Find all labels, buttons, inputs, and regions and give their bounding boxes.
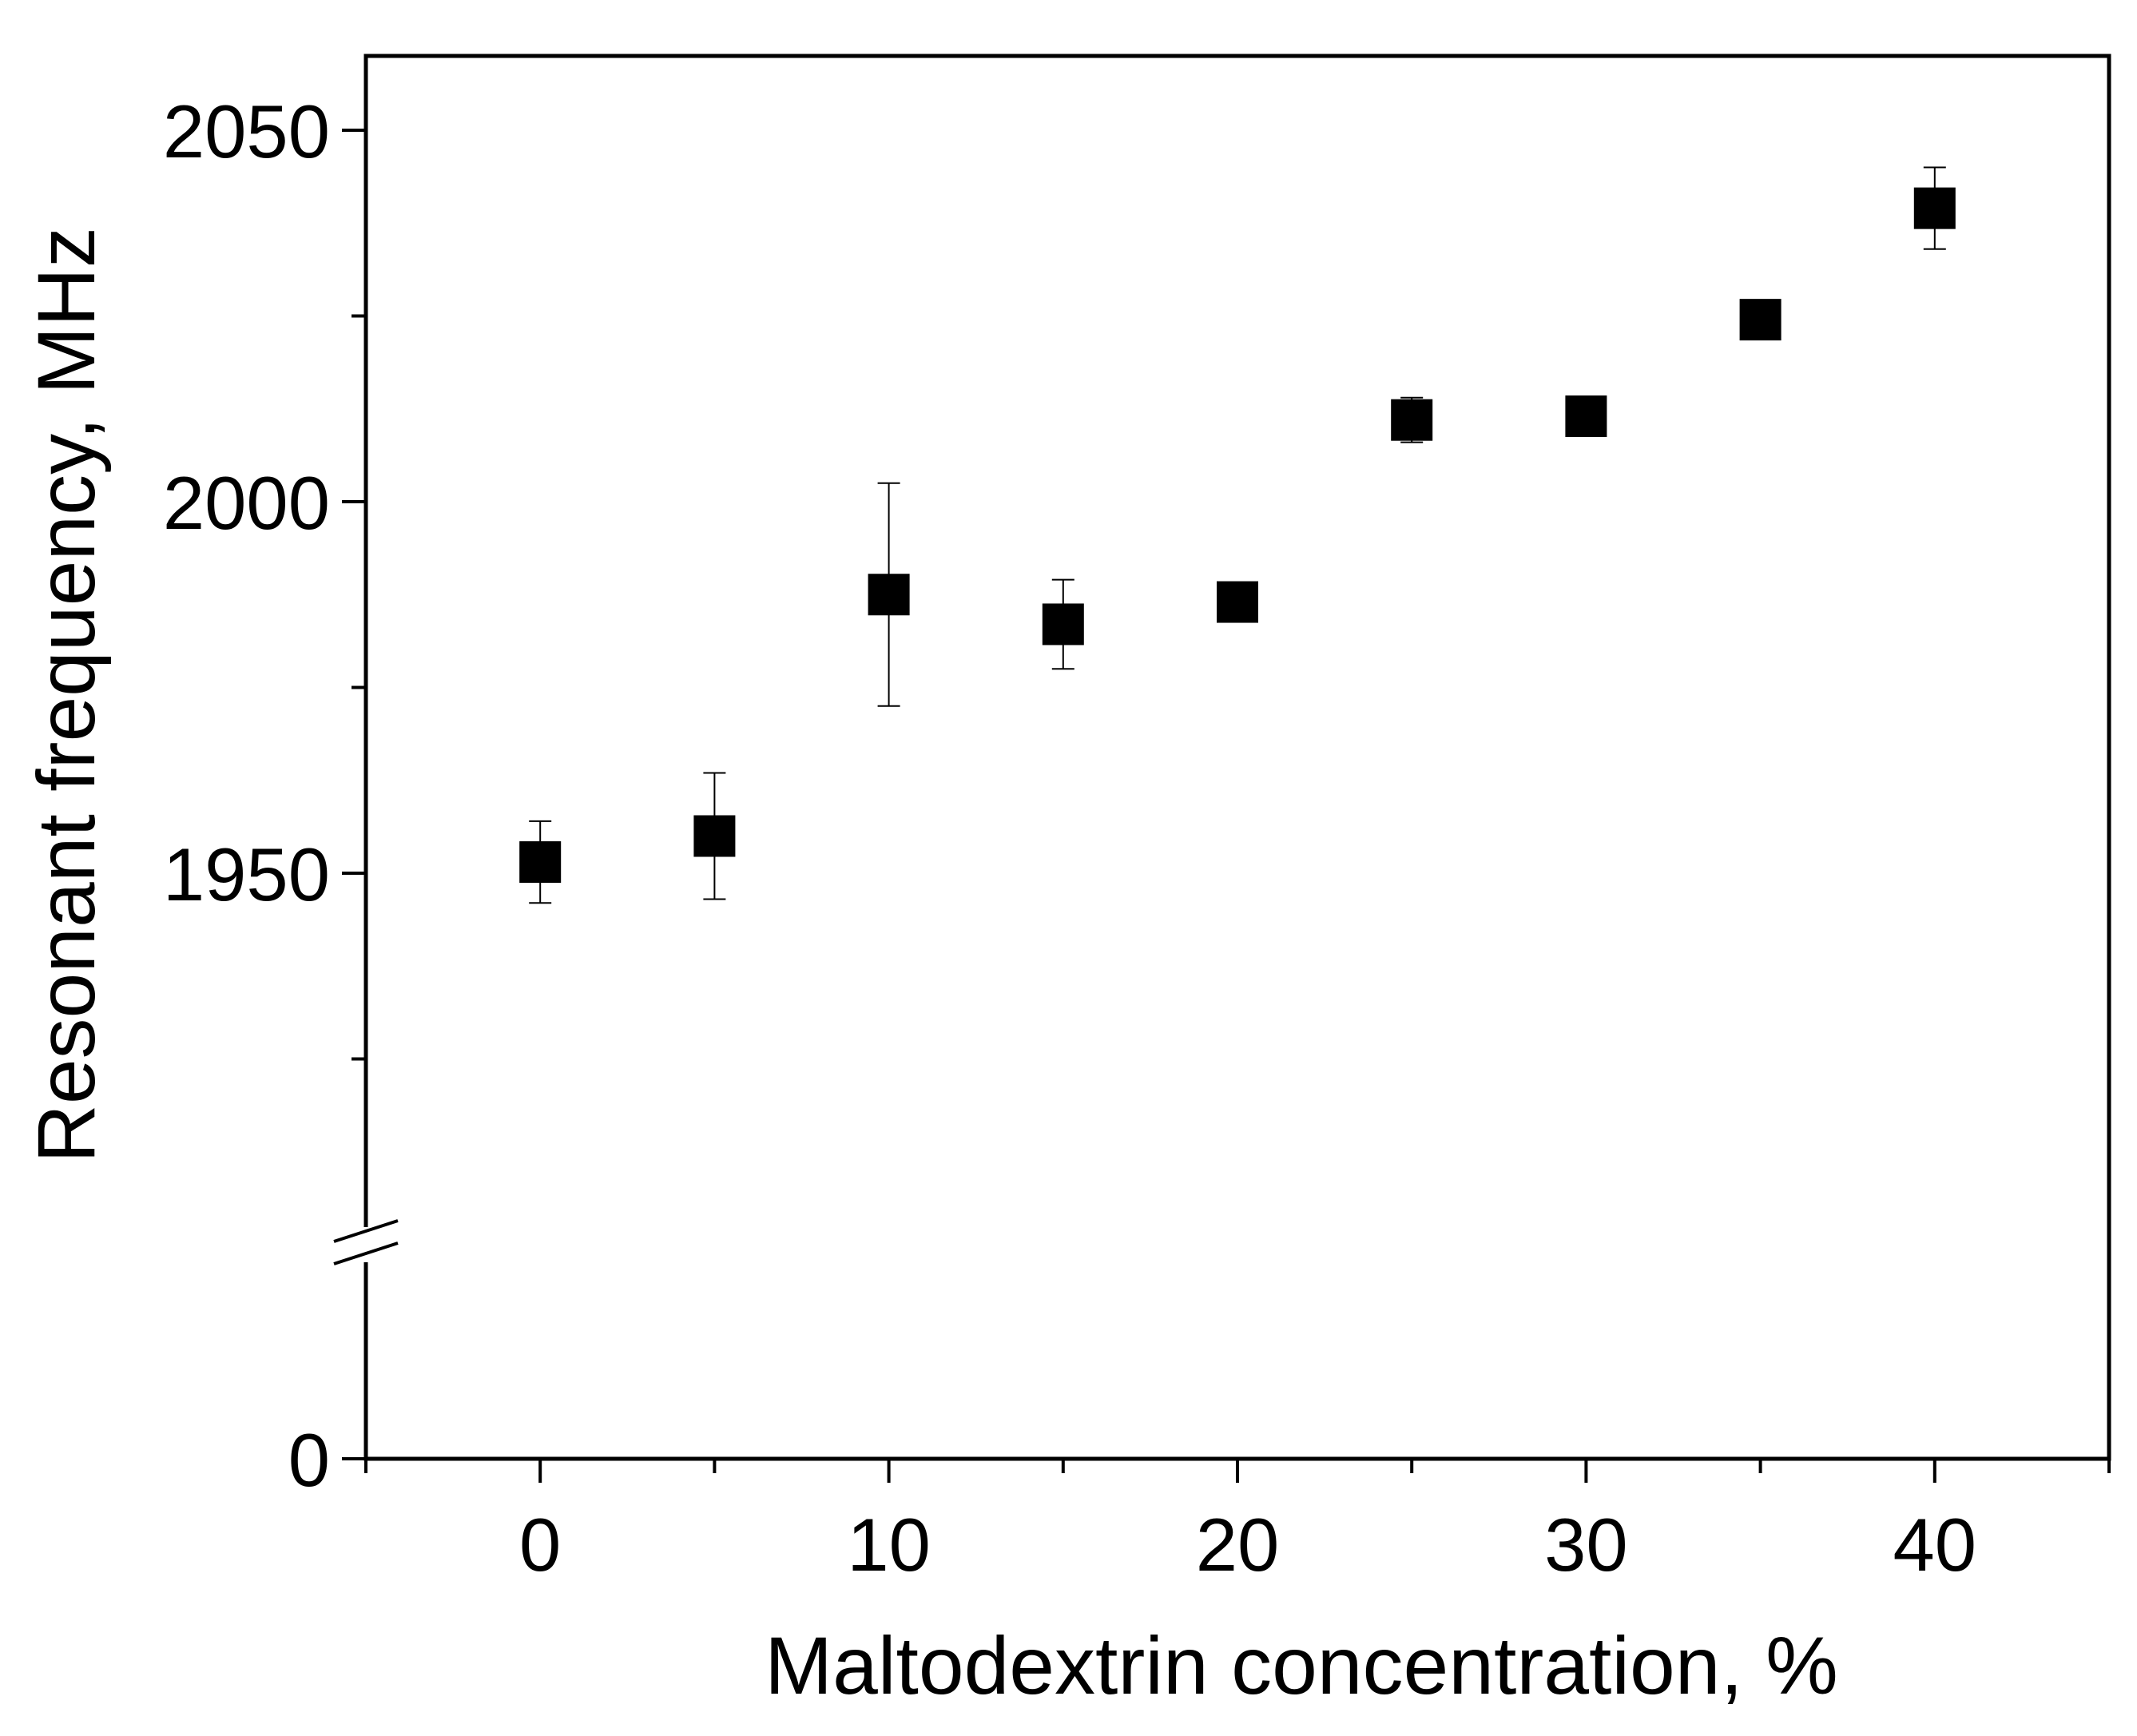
x-tick-label: 10 bbox=[847, 1503, 931, 1587]
data-point bbox=[693, 815, 736, 857]
x-tick-label: 0 bbox=[519, 1503, 561, 1587]
x-tick-label: 40 bbox=[1893, 1503, 1977, 1587]
data-points bbox=[519, 187, 1956, 884]
data-point bbox=[1391, 399, 1433, 441]
data-point bbox=[1217, 581, 1258, 623]
data-point bbox=[1565, 395, 1607, 438]
y-tick-label: 0 bbox=[288, 1418, 330, 1502]
data-point bbox=[519, 841, 562, 884]
error-bars bbox=[529, 166, 1946, 904]
data-point bbox=[868, 574, 910, 616]
x-tick-label: 30 bbox=[1544, 1503, 1628, 1587]
y-tick-label: 1950 bbox=[163, 832, 330, 916]
data-point bbox=[1042, 603, 1084, 646]
axis-break-gap bbox=[334, 1227, 398, 1262]
x-tick-label: 20 bbox=[1196, 1503, 1280, 1587]
tick-marks bbox=[342, 129, 2111, 1483]
y-tick-label: 2000 bbox=[163, 461, 330, 545]
y-axis-title: Resonant frequency, MHz bbox=[21, 227, 112, 1163]
data-point bbox=[1913, 187, 1956, 229]
axis-break-slash bbox=[333, 1241, 399, 1265]
data-point bbox=[1739, 299, 1781, 341]
plot-frame bbox=[363, 54, 2111, 1461]
y-tick-label: 2050 bbox=[163, 89, 330, 173]
x-axis-title: Maltodextrin concentration, % bbox=[765, 1620, 1838, 1711]
axis-break-slash bbox=[333, 1219, 399, 1243]
axis-break-mark bbox=[333, 1219, 399, 1265]
tick-labels: 0 10 20 30 40 0 1950 2000 2050 bbox=[163, 89, 1976, 1587]
